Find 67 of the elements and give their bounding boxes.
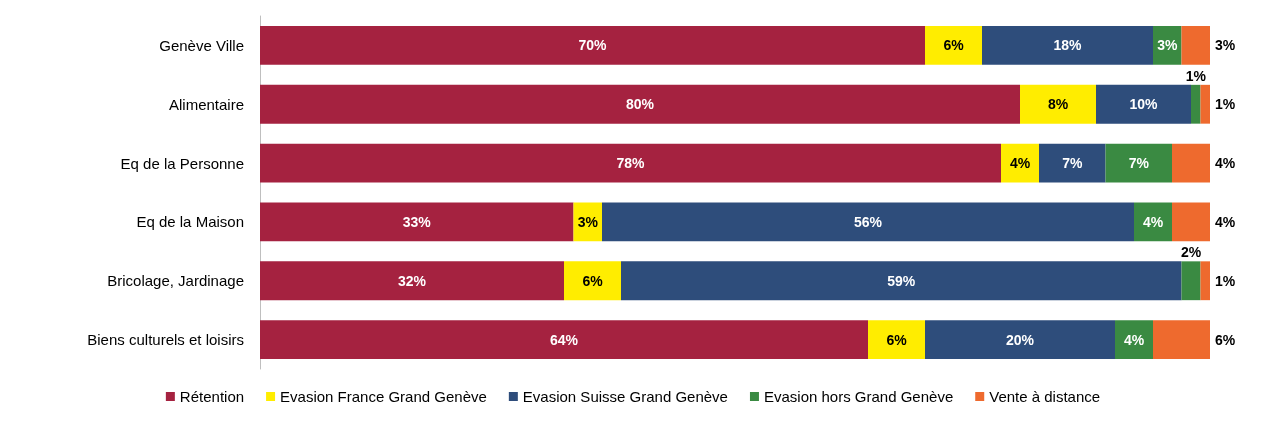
data-label: 4% xyxy=(1123,331,1145,348)
data-label: 10% xyxy=(1129,96,1159,113)
data-label: 33% xyxy=(402,213,432,230)
data-label: 80% xyxy=(625,96,655,113)
bar xyxy=(1153,320,1210,359)
legend-label: Evasion France Grand Genève xyxy=(280,388,487,405)
y-tick-label: Eq de la Personne xyxy=(120,154,244,172)
bar xyxy=(868,320,925,359)
bar xyxy=(925,26,982,65)
data-label: 59% xyxy=(887,272,916,289)
data-label: 7% xyxy=(1128,155,1150,172)
bar xyxy=(925,320,1115,359)
data-label: 4% xyxy=(1009,155,1031,172)
data-label: 8% xyxy=(1047,96,1069,113)
legend-label: Vente à distance xyxy=(989,388,1101,405)
bar xyxy=(260,261,564,301)
data-label: 3% xyxy=(1215,37,1236,54)
bar xyxy=(1200,84,1210,124)
data-label: 2% xyxy=(1180,244,1202,261)
y-tick-label: Alimentaire xyxy=(168,95,244,113)
legend-label: Rétention xyxy=(179,388,245,405)
bar xyxy=(602,202,1134,242)
legend-label: Evasion hors Grand Genève xyxy=(763,388,954,405)
data-label: 4% xyxy=(1142,213,1164,230)
bar xyxy=(1191,84,1201,124)
bar xyxy=(260,202,574,242)
data-label: 6% xyxy=(1215,331,1236,348)
bar xyxy=(1172,202,1210,242)
data-label: 4% xyxy=(1215,155,1236,172)
bar xyxy=(260,84,1020,124)
data-label: 32% xyxy=(397,272,427,289)
bar xyxy=(982,26,1153,65)
bar xyxy=(260,143,1001,183)
bar xyxy=(621,261,1182,301)
data-label: 1% xyxy=(1215,272,1236,289)
bar xyxy=(564,261,621,301)
data-label: 6% xyxy=(943,37,965,54)
data-label: 56% xyxy=(853,213,883,230)
bar xyxy=(1181,261,1201,301)
bar xyxy=(1020,84,1096,124)
data-label: 18% xyxy=(1053,37,1083,54)
y-tick-label: Biens culturels et loisirs xyxy=(87,331,244,349)
data-label: 6% xyxy=(582,272,604,289)
data-label: 7% xyxy=(1062,155,1083,172)
data-label: 64% xyxy=(549,331,579,348)
bar xyxy=(1096,84,1191,124)
data-label: 20% xyxy=(1005,331,1035,348)
y-tick-label: Genève Ville xyxy=(159,36,244,54)
bar xyxy=(260,320,868,359)
bar xyxy=(1200,261,1210,301)
y-tick-label: Eq de la Maison xyxy=(136,213,244,231)
bar xyxy=(1172,143,1210,183)
bar xyxy=(1115,320,1153,359)
bar xyxy=(1039,143,1106,183)
legend-label: Evasion Suisse Grand Genève xyxy=(522,388,728,405)
data-label: 3% xyxy=(1157,37,1178,54)
data-label: 4% xyxy=(1215,213,1236,230)
data-label: 1% xyxy=(1215,96,1236,113)
data-label: 3% xyxy=(577,213,599,230)
data-label: 70% xyxy=(578,37,608,54)
data-label: 78% xyxy=(616,155,646,172)
bar xyxy=(260,26,925,65)
data-label: 6% xyxy=(886,331,908,348)
bar xyxy=(1105,143,1172,183)
y-tick-label: Bricolage, Jardinage xyxy=(107,272,244,290)
data-label: 1% xyxy=(1185,67,1207,84)
bar xyxy=(1181,26,1210,65)
